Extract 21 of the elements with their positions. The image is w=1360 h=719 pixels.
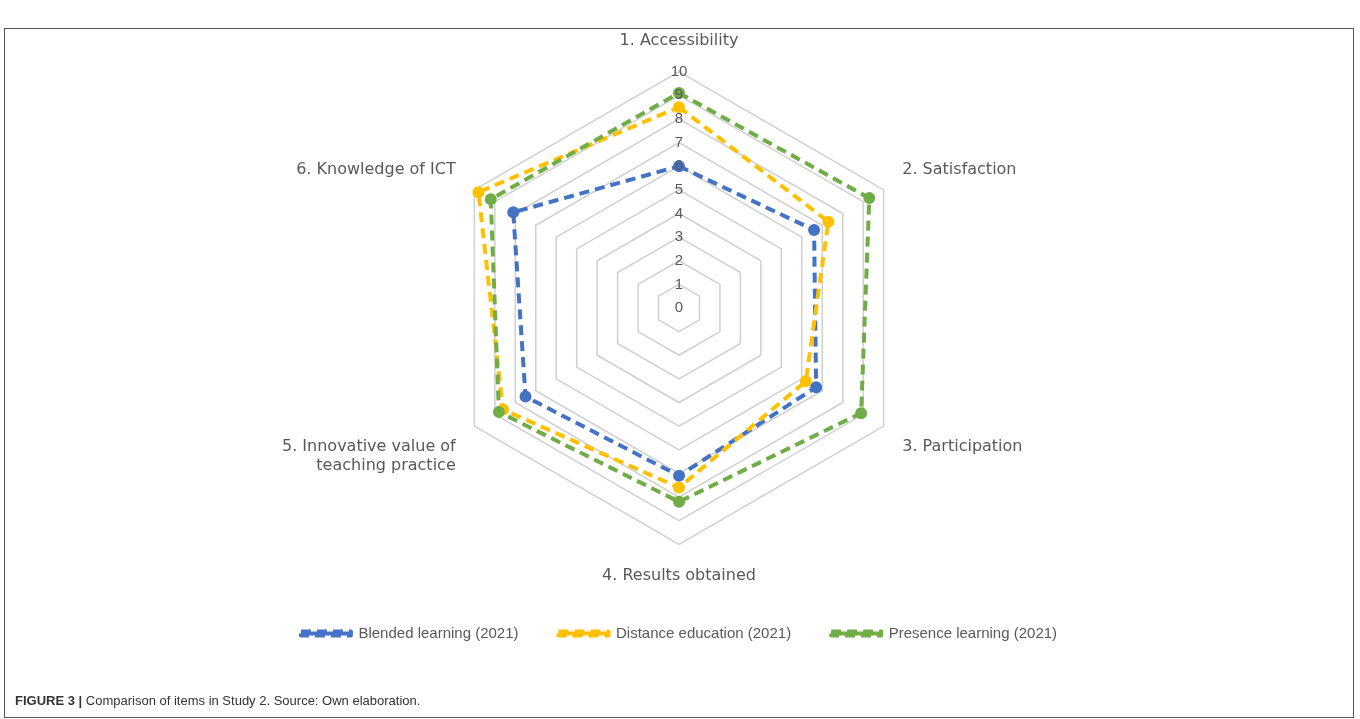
- spoke-label: 3. Participation: [902, 435, 1023, 455]
- y-tick-label: 6: [674, 156, 684, 174]
- spoke-label: 4. Results obtained: [602, 564, 756, 584]
- spoke-label: 5. Innovative value of teaching practice: [281, 435, 457, 474]
- spoke-label: 1. Accessibility: [619, 29, 739, 49]
- y-tick-label: 1: [674, 274, 684, 292]
- y-tick-label: 3: [674, 227, 684, 245]
- y-tick-label: 0: [674, 298, 684, 316]
- caption: FIGURE 3 | Comparison of items in Study 2. Source: Own elaboration.: [15, 693, 421, 708]
- y-tick-label: 9: [674, 85, 684, 103]
- y-tick-label: 4: [674, 203, 684, 221]
- y-tick-label: 2: [674, 250, 684, 268]
- legend-label: Distance education (2021): [616, 623, 792, 641]
- spoke-label: 2. Satisfaction: [902, 158, 1017, 178]
- spoke-label: 6. Knowledge of ICT: [296, 158, 456, 178]
- y-tick-label: 5: [674, 179, 684, 197]
- legend-label: Presence learning (2021): [888, 623, 1058, 641]
- y-tick-label: 10: [670, 61, 688, 79]
- y-tick-label: 7: [674, 132, 684, 150]
- y-tick-label: 8: [674, 109, 684, 127]
- legend-label: Blended learning (2021): [358, 623, 519, 641]
